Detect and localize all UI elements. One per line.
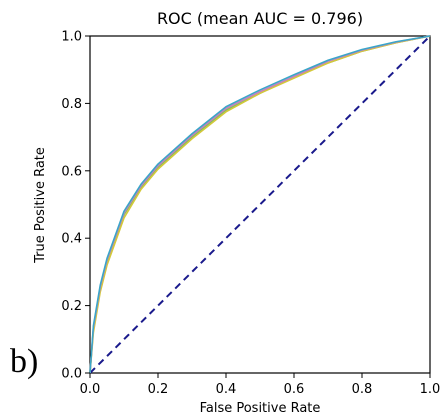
x-tick-label: 0.8: [352, 382, 373, 397]
y-axis-label: True Positive Rate: [33, 147, 48, 264]
x-tick-label: 0.4: [216, 382, 237, 397]
panel-label: b): [10, 343, 38, 380]
plot-frame: [89, 35, 431, 374]
y-tick-label: 0.2: [61, 299, 82, 314]
y-tick-label: 0.0: [61, 367, 82, 382]
roc-curve-4: [89, 35, 431, 374]
y-tick-label: 0.6: [61, 164, 82, 179]
chart-title: ROC (mean AUC = 0.796): [157, 9, 363, 28]
x-tick-label: 0.2: [148, 382, 169, 397]
chance-diagonal-line: [89, 35, 431, 374]
x-tick-label: 0.0: [80, 382, 101, 397]
series-layer: [89, 35, 431, 374]
x-axis-label: False Positive Rate: [200, 401, 321, 416]
y-tick-label: 0.8: [61, 97, 82, 112]
x-tick-label: 1.0: [420, 382, 441, 397]
x-tick-label: 0.6: [284, 382, 305, 397]
roc-curve-2: [89, 35, 431, 374]
y-tick-label: 0.4: [61, 232, 82, 247]
y-tick-label: 1.0: [61, 30, 82, 45]
ticks-layer: 0.0 0.2 0.4 0.6 0.8 1.0 0.0 0.2 0.4 0.6 0.8 1.0: [61, 30, 440, 398]
